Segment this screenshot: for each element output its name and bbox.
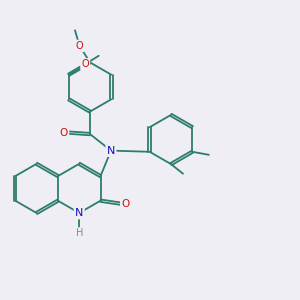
Text: N: N	[75, 208, 83, 218]
Text: H: H	[76, 228, 83, 239]
Text: O: O	[81, 59, 89, 69]
Text: methoxy: methoxy	[70, 24, 76, 25]
Text: O: O	[121, 199, 130, 209]
Text: O: O	[76, 41, 83, 51]
Text: N: N	[107, 146, 115, 156]
Text: O: O	[60, 128, 68, 138]
